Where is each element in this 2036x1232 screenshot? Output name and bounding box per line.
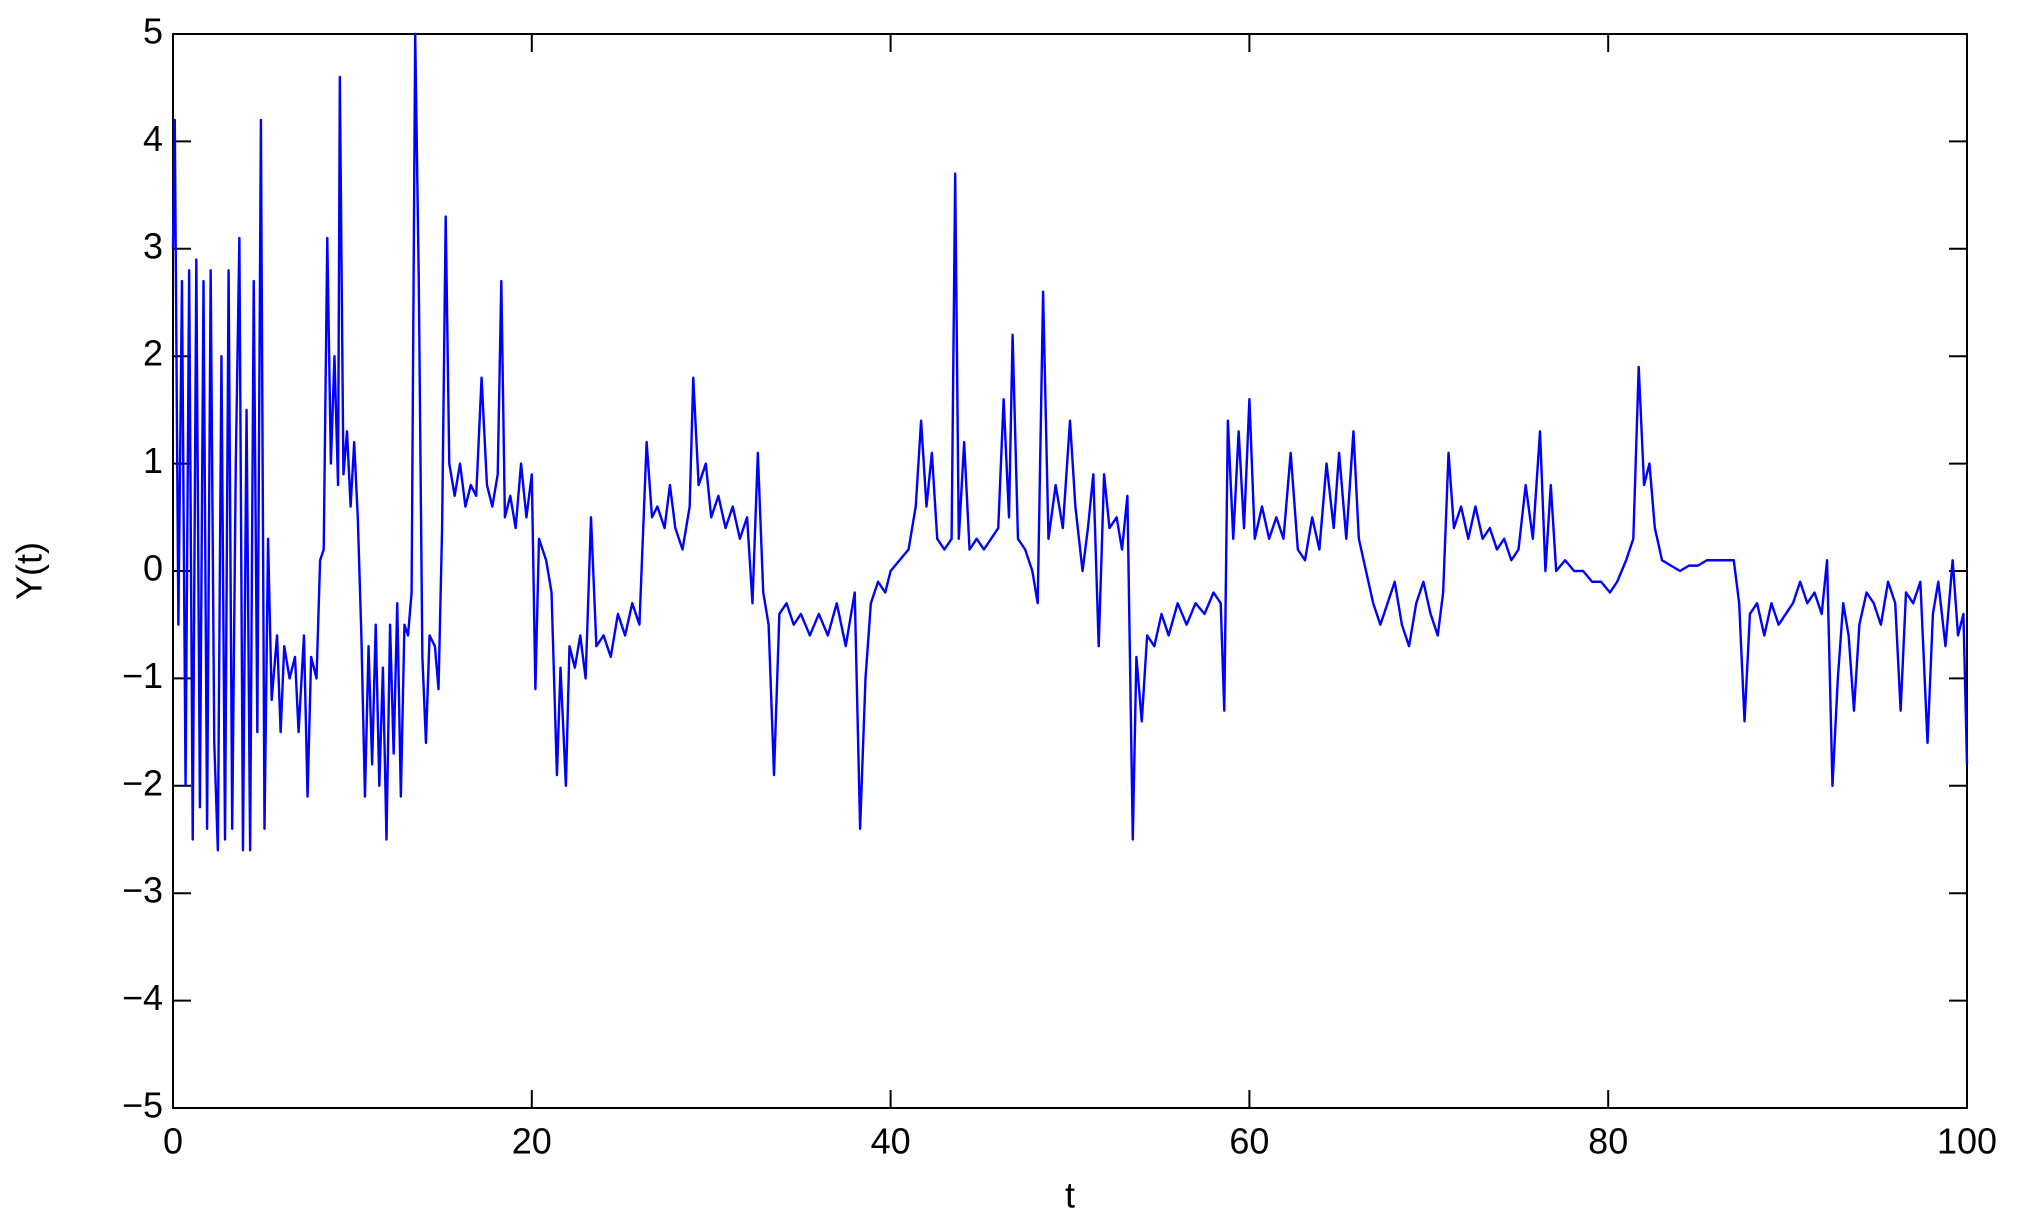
- x-tick-label: 0: [163, 1121, 183, 1162]
- x-tick-label: 100: [1937, 1121, 1997, 1162]
- y-tick-label: 3: [143, 225, 163, 266]
- y-tick-label: −3: [122, 870, 163, 911]
- y-tick-label: 4: [143, 118, 163, 159]
- y-tick-label: −4: [122, 977, 163, 1018]
- y-tick-label: −1: [122, 655, 163, 696]
- x-axis-label: t: [1065, 1175, 1075, 1216]
- y-tick-label: 1: [143, 440, 163, 481]
- y-tick-label: 2: [143, 333, 163, 374]
- x-tick-label: 40: [871, 1121, 911, 1162]
- y-axis-label: Y(t): [9, 542, 50, 600]
- y-tick-label: 0: [143, 548, 163, 589]
- y-tick-label: 5: [143, 11, 163, 52]
- x-tick-label: 20: [512, 1121, 552, 1162]
- y-tick-label: −2: [122, 762, 163, 803]
- y-tick-label: −5: [122, 1085, 163, 1126]
- data-line: [171, 32, 1969, 852]
- x-tick-label: 80: [1588, 1121, 1628, 1162]
- x-tick-label: 60: [1229, 1121, 1269, 1162]
